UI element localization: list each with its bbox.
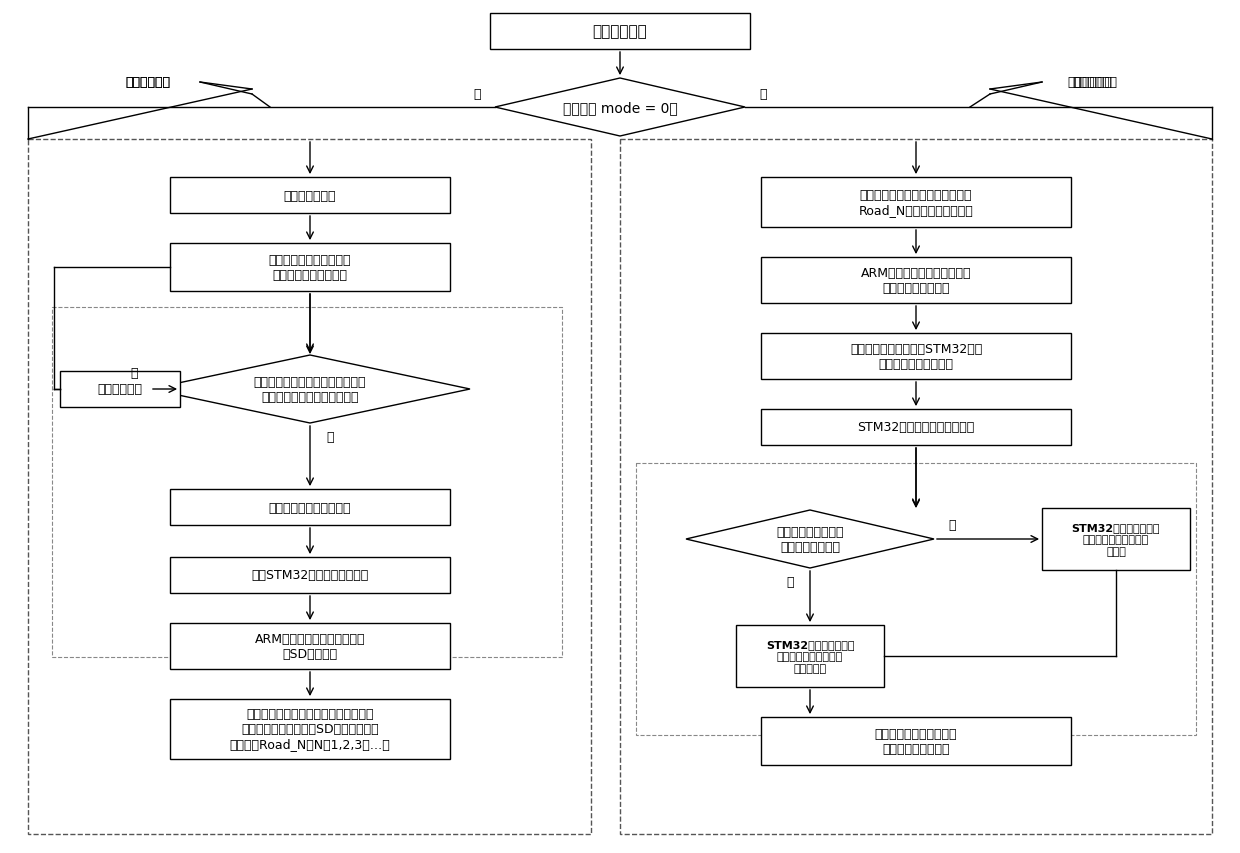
Text: ARM按存储顺序逆向读取外部
存储区的文件中数据: ARM按存储顺序逆向读取外部 存储区的文件中数据 bbox=[861, 267, 971, 294]
Bar bbox=[170, 624, 450, 670]
Text: 当平衡车到达终点后，完
成本次巡逻路径重现: 当平衡车到达终点后，完 成本次巡逻路径重现 bbox=[874, 727, 957, 755]
Text: 路径重现模式: 路径重现模式 bbox=[1073, 77, 1117, 90]
Bar bbox=[170, 557, 450, 594]
Text: 写入STM32的预设写缓存区中: 写入STM32的预设写缓存区中 bbox=[252, 569, 368, 582]
Text: 舍弃当前数据: 舍弃当前数据 bbox=[98, 383, 143, 396]
Text: STM32按照直线运动的
里程对比方式控制平衡
车直线行走: STM32按照直线运动的 里程对比方式控制平衡 车直线行走 bbox=[766, 640, 854, 673]
Text: 根据数据判断某时段
是否为直线运动？: 根据数据判断某时段 是否为直线运动？ bbox=[776, 525, 843, 554]
Text: 根据当前数据与之前数据判断此刻
是否为直线运动或转弯运动？: 根据当前数据与之前数据判断此刻 是否为直线运动或转弯运动？ bbox=[254, 375, 366, 403]
Text: 平衡车开始巡逻: 平衡车开始巡逻 bbox=[284, 189, 336, 202]
Bar bbox=[170, 490, 450, 525]
Text: 否: 否 bbox=[949, 519, 956, 532]
Bar bbox=[761, 334, 1071, 380]
Bar bbox=[29, 140, 591, 834]
Text: 按一定采样时间间隔分别
采集左右轮里程累计值: 按一定采样时间间隔分别 采集左右轮里程累计值 bbox=[269, 253, 351, 281]
Bar bbox=[636, 463, 1197, 735]
Text: 是: 是 bbox=[786, 576, 794, 589]
Bar bbox=[761, 717, 1071, 765]
Bar bbox=[490, 14, 750, 50]
Bar bbox=[170, 699, 450, 759]
Text: ARM通过串口接收数据写入外
部SD卡文件中: ARM通过串口接收数据写入外 部SD卡文件中 bbox=[254, 632, 366, 660]
Text: 当平衡车到达终点后，结束本次巡逻路
径记忆，将本次存储在SD卡内的数据文
件命名为Road_N（N＝1,2,3，…）: 当平衡车到达终点后，结束本次巡逻路 径记忆，将本次存储在SD卡内的数据文 件命名… bbox=[229, 708, 391, 751]
Text: 将数据通过串口发送至STM32，并
将其存储至该缓存区中: 将数据通过串口发送至STM32，并 将其存储至该缓存区中 bbox=[849, 343, 982, 370]
Bar bbox=[52, 308, 562, 657]
Text: 否: 否 bbox=[759, 87, 766, 101]
Bar bbox=[170, 244, 450, 292]
Bar bbox=[761, 177, 1071, 228]
Text: 路径重现模式: 路径重现模式 bbox=[1068, 77, 1112, 90]
Polygon shape bbox=[495, 79, 745, 136]
Bar bbox=[170, 177, 450, 214]
Text: 平衡车初始化: 平衡车初始化 bbox=[593, 25, 647, 39]
Text: 按格式记录当前时刻数据: 按格式记录当前时刻数据 bbox=[269, 501, 351, 514]
Bar bbox=[737, 625, 884, 688]
Bar bbox=[1042, 508, 1190, 571]
Bar bbox=[761, 258, 1071, 304]
Text: STM32按照转弯运动的
里程对比方式控制平衡
车转弯: STM32按照转弯运动的 里程对比方式控制平衡 车转弯 bbox=[1071, 523, 1161, 556]
Bar bbox=[60, 372, 180, 408]
Text: 模式参数 mode = 0？: 模式参数 mode = 0？ bbox=[563, 101, 677, 115]
Bar bbox=[761, 409, 1071, 445]
Text: 路径记忆模式: 路径记忆模式 bbox=[125, 77, 171, 90]
Text: 否: 否 bbox=[326, 431, 334, 444]
Text: 路径记忆模式: 路径记忆模式 bbox=[125, 77, 171, 90]
Polygon shape bbox=[686, 510, 934, 568]
Bar bbox=[620, 140, 1211, 834]
Text: 是: 是 bbox=[474, 87, 481, 101]
Text: 是: 是 bbox=[130, 367, 138, 380]
Text: STM32读取该缓存区中的数据: STM32读取该缓存区中的数据 bbox=[857, 421, 975, 434]
Text: 平衡车选择路径数据库中某条路径
Road_N，准备按该路径巡逻: 平衡车选择路径数据库中某条路径 Road_N，准备按该路径巡逻 bbox=[858, 189, 973, 217]
Polygon shape bbox=[150, 356, 470, 423]
